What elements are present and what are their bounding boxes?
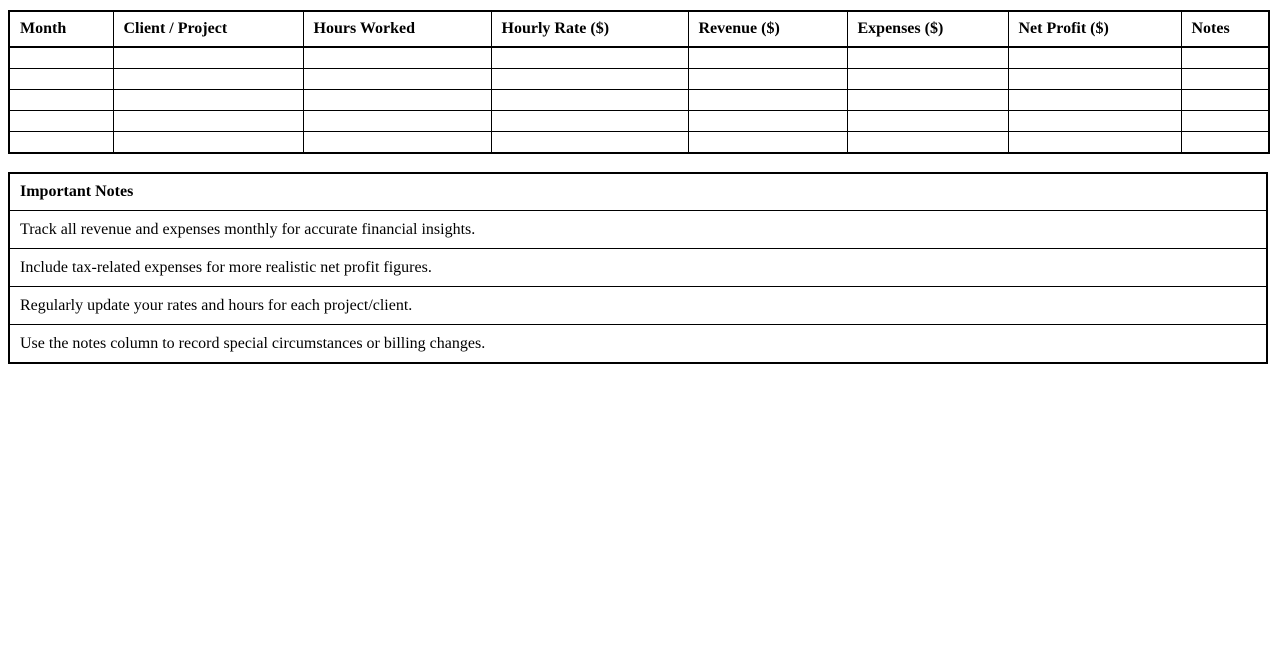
column-header-notes: Notes xyxy=(1180,10,1270,48)
empty-cell xyxy=(687,89,848,111)
empty-cell xyxy=(1180,131,1270,154)
empty-cell xyxy=(112,68,304,90)
empty-cell xyxy=(490,46,689,69)
tracker-empty-row xyxy=(8,68,1270,90)
empty-cell xyxy=(302,46,492,69)
empty-cell xyxy=(490,68,689,90)
column-header-expenses: Expenses ($) xyxy=(846,10,1009,48)
empty-cell xyxy=(846,89,1009,111)
column-header-net-profit: Net Profit ($) xyxy=(1007,10,1182,48)
note-item: Track all revenue and expenses monthly f… xyxy=(8,210,1268,249)
empty-cell xyxy=(490,110,689,132)
empty-cell xyxy=(1180,110,1270,132)
empty-cell xyxy=(8,110,114,132)
empty-cell xyxy=(1007,131,1182,154)
column-header-client-project: Client / Project xyxy=(112,10,304,48)
empty-cell xyxy=(1007,46,1182,69)
empty-cell xyxy=(112,131,304,154)
tracker-header-row: Month Client / Project Hours Worked Hour… xyxy=(8,10,1270,48)
tracker-empty-row xyxy=(8,46,1270,69)
empty-cell xyxy=(1007,68,1182,90)
note-item: Include tax-related expenses for more re… xyxy=(8,248,1268,287)
empty-cell xyxy=(1180,89,1270,111)
column-header-month: Month xyxy=(8,10,114,48)
empty-cell xyxy=(1180,68,1270,90)
column-header-revenue: Revenue ($) xyxy=(687,10,848,48)
empty-cell xyxy=(8,131,114,154)
tracker-empty-row xyxy=(8,110,1270,132)
empty-cell xyxy=(302,131,492,154)
notes-row: Include tax-related expenses for more re… xyxy=(8,248,1268,287)
note-item: Regularly update your rates and hours fo… xyxy=(8,286,1268,325)
empty-cell xyxy=(490,89,689,111)
empty-cell xyxy=(490,131,689,154)
column-header-hourly-rate: Hourly Rate ($) xyxy=(490,10,689,48)
empty-cell xyxy=(846,131,1009,154)
empty-cell xyxy=(112,89,304,111)
column-header-hours-worked: Hours Worked xyxy=(302,10,492,48)
note-item: Use the notes column to record special c… xyxy=(8,324,1268,364)
notes-row: Track all revenue and expenses monthly f… xyxy=(8,210,1268,249)
empty-cell xyxy=(687,46,848,69)
empty-cell xyxy=(687,110,848,132)
tracker-empty-row xyxy=(8,131,1270,154)
tracker-empty-rows xyxy=(8,46,1270,154)
empty-cell xyxy=(112,46,304,69)
notes-row: Regularly update your rates and hours fo… xyxy=(8,286,1268,325)
empty-cell xyxy=(687,131,848,154)
empty-cell xyxy=(8,89,114,111)
empty-cell xyxy=(846,46,1009,69)
empty-cell xyxy=(112,110,304,132)
empty-cell xyxy=(846,68,1009,90)
empty-cell xyxy=(8,68,114,90)
empty-cell xyxy=(1007,110,1182,132)
empty-cell xyxy=(1180,46,1270,69)
empty-cell xyxy=(302,89,492,111)
empty-cell xyxy=(1007,89,1182,111)
tracker-empty-row xyxy=(8,89,1270,111)
empty-cell xyxy=(846,110,1009,132)
important-notes-table: Important Notes Track all revenue and ex… xyxy=(8,172,1268,364)
notes-header-row: Important Notes xyxy=(8,172,1268,211)
empty-cell xyxy=(687,68,848,90)
empty-cell xyxy=(8,46,114,69)
income-tracker-table: Month Client / Project Hours Worked Hour… xyxy=(8,10,1270,154)
empty-cell xyxy=(302,110,492,132)
notes-title: Important Notes xyxy=(8,172,1268,211)
notes-row: Use the notes column to record special c… xyxy=(8,324,1268,364)
empty-cell xyxy=(302,68,492,90)
